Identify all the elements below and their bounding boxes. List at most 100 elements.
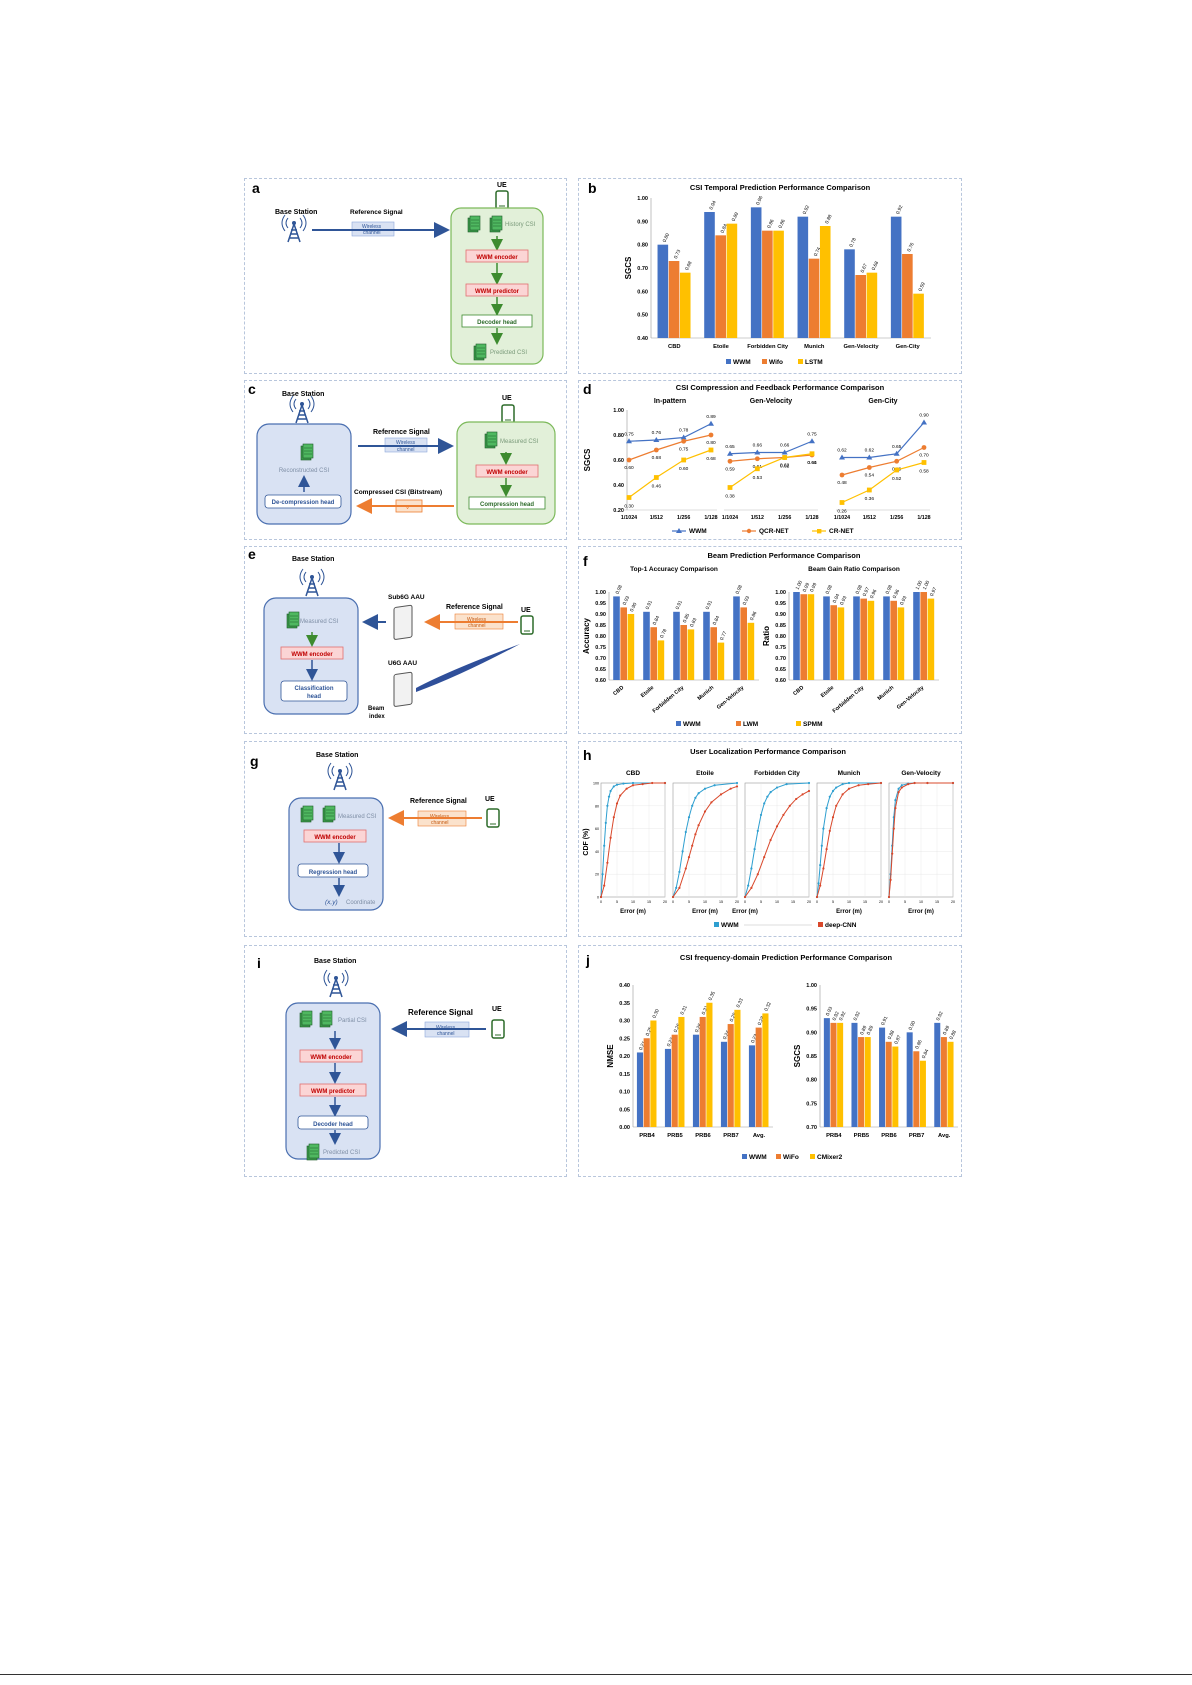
chart-d-category-label: 1/128 bbox=[805, 515, 818, 521]
chart-h-point bbox=[897, 791, 900, 794]
chart-j-2-data-label: 0.89 bbox=[942, 1025, 952, 1036]
chart-d-point bbox=[727, 450, 733, 456]
chart-h-y-tick-label: 60 bbox=[595, 827, 599, 831]
panel-e-letter: e bbox=[248, 546, 256, 562]
chart-h-point bbox=[817, 882, 820, 885]
chart-b-data-label: 0.92 bbox=[802, 204, 812, 215]
chart-h-point bbox=[703, 787, 707, 790]
chart-h-subplot-title: CBD bbox=[626, 770, 640, 777]
chart-h-x-tick-label: 10 bbox=[919, 900, 923, 904]
u6g-aau-icon bbox=[393, 671, 413, 707]
chart-j-2-bar bbox=[913, 1051, 920, 1127]
panel-f-frame bbox=[578, 546, 962, 734]
chart-j-1-bar bbox=[664, 1048, 672, 1127]
chart-j-2-data-label: 0.90 bbox=[908, 1020, 918, 1031]
decoder-head-label: Decoder head bbox=[477, 320, 517, 326]
chart-h-legend-swatch bbox=[818, 922, 823, 927]
panel-a: a Base Station UE Reference Signal Wirel… bbox=[252, 180, 544, 365]
chart-f-1-bar bbox=[747, 622, 755, 680]
chart-f-2-bar bbox=[837, 607, 845, 680]
chart-b-tick-label: 0.40 bbox=[637, 336, 648, 342]
chart-j-2-data-label: 0.88 bbox=[887, 1029, 897, 1040]
chart-d-point bbox=[708, 420, 714, 426]
chart-b-bar bbox=[726, 223, 738, 338]
chart-d-point bbox=[866, 454, 873, 460]
chart-h-point bbox=[815, 895, 819, 899]
chart-d-point bbox=[921, 460, 927, 465]
chart-d-data-label: 0.62 bbox=[780, 464, 790, 470]
chart-h-point bbox=[747, 884, 750, 887]
panel-j-letter: j bbox=[585, 952, 590, 968]
chart-h-subplot-title: Munich bbox=[838, 770, 861, 777]
chart-h-point bbox=[601, 873, 604, 876]
chart-j-1-bar bbox=[678, 1016, 685, 1127]
chart-j-2-data-label: 0.92 bbox=[852, 1010, 862, 1021]
chart-j-2-bar bbox=[823, 1018, 830, 1127]
chart-b-data-label: 0.92 bbox=[895, 204, 905, 215]
chart-h-point bbox=[684, 867, 687, 870]
chart-h-point bbox=[926, 781, 929, 785]
chart-h-point bbox=[691, 844, 694, 847]
panel-h-frame bbox=[578, 741, 962, 937]
chart-h-point bbox=[801, 793, 804, 796]
svg-text:channel: channel bbox=[468, 623, 486, 629]
chart-h-point bbox=[604, 821, 607, 825]
panel-f-letter: f bbox=[583, 553, 588, 569]
panel-g-letter: g bbox=[250, 753, 259, 769]
chart-j-1-bar bbox=[727, 1024, 734, 1127]
chart-h-point bbox=[841, 783, 844, 786]
chart-f-1-data-label: 0.83 bbox=[689, 617, 699, 628]
chart-h-x-axis-label: Error (m) bbox=[908, 909, 934, 915]
chart-j-1-data-label: 0.32 bbox=[763, 1001, 773, 1012]
chart-j-1-data-label: 0.35 bbox=[707, 990, 717, 1001]
chart-j-2-data-label: 0.89 bbox=[859, 1025, 869, 1036]
chart-h-point bbox=[687, 816, 691, 819]
chart-j-1-data-label: 0.28 bbox=[757, 1015, 767, 1026]
measured-csi-label: Measured CSI bbox=[500, 439, 539, 445]
panel-j-frame bbox=[578, 945, 962, 1177]
chart-f-2-data-label: 1.00 bbox=[915, 580, 925, 591]
svg-text:channel: channel bbox=[437, 1031, 455, 1037]
chart-j-1-data-label: 0.33 bbox=[735, 997, 745, 1008]
chart-f-2-bar bbox=[853, 596, 860, 680]
chart-j-legend-label: WWM bbox=[749, 1154, 767, 1161]
chart-h-point bbox=[785, 783, 788, 786]
chart-h-point bbox=[678, 870, 681, 874]
chart-d-data-label: 0.65 bbox=[807, 460, 817, 466]
chart-j-2-tick-label: 0.75 bbox=[806, 1101, 817, 1107]
chart-b-bar bbox=[762, 230, 773, 338]
chart-d-point bbox=[653, 447, 659, 453]
chart-j-1-data-label: 0.23 bbox=[750, 1033, 760, 1044]
chart-d-data-label: 0.59 bbox=[725, 466, 735, 472]
decoder-head-label: Decoder head bbox=[313, 1122, 353, 1128]
chart-h-point bbox=[951, 781, 955, 785]
chart-d-data-label: 0.54 bbox=[865, 473, 875, 479]
chart-f-1-data-label: 0.91 bbox=[705, 599, 715, 610]
sub6g-aau-label: Sub6G AAU bbox=[388, 594, 425, 601]
chart-d-category-label: 1/1024 bbox=[834, 515, 850, 521]
chart-b-tick-label: 0.80 bbox=[637, 243, 648, 249]
chart-j-1-bar bbox=[650, 1020, 657, 1127]
chart-h-point bbox=[900, 786, 903, 789]
chart-f-2-bar bbox=[807, 594, 815, 680]
chart-h-point bbox=[612, 816, 615, 819]
chart-h-x-tick-label: 10 bbox=[775, 900, 779, 904]
chart-h-point bbox=[599, 895, 603, 899]
chart-h-x-tick-label: 20 bbox=[735, 900, 739, 904]
ue-label: UE bbox=[497, 182, 507, 189]
chart-d-tick-label: 0.40 bbox=[613, 483, 624, 489]
chart-h-point bbox=[795, 797, 798, 801]
chart-f-2-tick-label: 0.60 bbox=[775, 678, 786, 684]
chart-b-category-label: Etoile bbox=[713, 344, 730, 350]
chart-d-series-line bbox=[841, 461, 925, 504]
chart-h-point bbox=[891, 852, 894, 855]
chart-b-data-label: 0.78 bbox=[848, 237, 858, 248]
chart-d-data-label: 0.90 bbox=[919, 413, 929, 419]
chart-j-1-bar bbox=[671, 1034, 678, 1127]
chart-j-2-category-label: PRB6 bbox=[881, 1133, 897, 1139]
chart-j-2-bar bbox=[851, 1022, 858, 1127]
predicted-csi-label: Predicted CSI bbox=[490, 350, 527, 356]
history-csi-label: History CSI bbox=[505, 222, 536, 228]
chart-f-1-category-label: Forbidden City bbox=[652, 684, 686, 714]
